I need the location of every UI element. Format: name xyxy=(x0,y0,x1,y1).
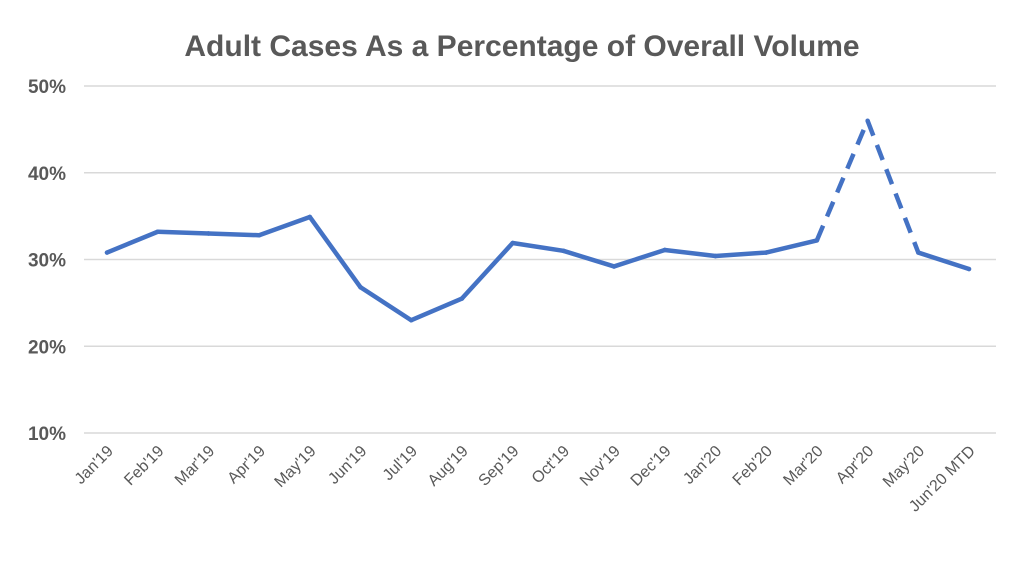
data-point xyxy=(409,318,414,323)
x-tick-label: Feb'19 xyxy=(121,443,167,489)
x-tick-label: Jul'19 xyxy=(380,443,421,484)
data-point xyxy=(459,296,465,301)
data-point xyxy=(155,229,160,234)
series-segment xyxy=(206,231,262,238)
x-tick-label: Sep'19 xyxy=(476,443,523,490)
series-segment xyxy=(662,247,718,259)
series-segment xyxy=(155,229,211,236)
series-segment-dashed xyxy=(814,119,870,242)
series-segment xyxy=(408,296,465,323)
x-tick-label: Mar'20 xyxy=(780,443,826,489)
x-tick-label: Apr'19 xyxy=(225,443,269,487)
y-tick-label: 40% xyxy=(28,164,66,185)
x-tick-label: May'20 xyxy=(880,443,928,491)
series-segment xyxy=(510,240,566,254)
data-point xyxy=(763,250,769,255)
data-point xyxy=(256,233,262,238)
series-segment xyxy=(256,214,313,238)
y-axis-tick-labels: 10% 20% 30% 40% 50% xyxy=(28,77,66,445)
y-tick-label: 20% xyxy=(28,337,66,358)
series-segment-dashed xyxy=(865,119,921,254)
chart-title: Adult Cases As a Percentage of Overall V… xyxy=(184,30,859,63)
y-tick-label: 50% xyxy=(28,77,66,98)
data-point xyxy=(662,247,667,253)
data-point xyxy=(206,231,211,236)
series-segment xyxy=(916,250,972,272)
x-tick-label: Jan'19 xyxy=(72,443,117,488)
x-tick-label: Nov'19 xyxy=(577,443,624,490)
data-point xyxy=(307,214,313,220)
y-tick-label: 30% xyxy=(28,251,66,272)
series-segment xyxy=(611,247,668,269)
x-tick-label: Feb'20 xyxy=(730,443,776,489)
data-point xyxy=(510,240,515,246)
x-tick-label: Jan'20 xyxy=(680,443,725,488)
series-segment xyxy=(561,248,617,269)
data-point xyxy=(966,266,972,272)
x-tick-label: Dec'19 xyxy=(628,443,675,490)
data-point xyxy=(814,238,820,243)
data-point xyxy=(865,118,870,123)
series-segment xyxy=(459,240,515,301)
series-segment xyxy=(713,250,769,259)
data-point xyxy=(713,253,718,259)
y-tick-label: 10% xyxy=(28,424,66,445)
x-tick-label: Mar'19 xyxy=(172,443,218,489)
x-tick-label: Aug'19 xyxy=(425,443,472,490)
data-point xyxy=(916,250,921,255)
x-tick-label: Jun'19 xyxy=(325,443,370,488)
series-segment xyxy=(763,238,820,255)
data-point xyxy=(104,250,110,255)
x-tick-label: Oct'19 xyxy=(529,443,573,487)
x-tick-label: Apr'20 xyxy=(833,443,877,487)
data-point xyxy=(561,248,566,254)
series-lines xyxy=(104,118,972,323)
series-segment xyxy=(358,285,414,323)
x-tick-label: May'19 xyxy=(272,443,320,491)
series-segment xyxy=(307,214,363,290)
data-point xyxy=(358,285,363,290)
data-point xyxy=(611,264,617,269)
series-segment xyxy=(104,229,160,255)
x-axis-tick-labels: Jan'19 Feb'19 Mar'19 Apr'19 May'19 Jun'19 Jul'… xyxy=(72,443,979,516)
gridlines xyxy=(84,85,996,434)
